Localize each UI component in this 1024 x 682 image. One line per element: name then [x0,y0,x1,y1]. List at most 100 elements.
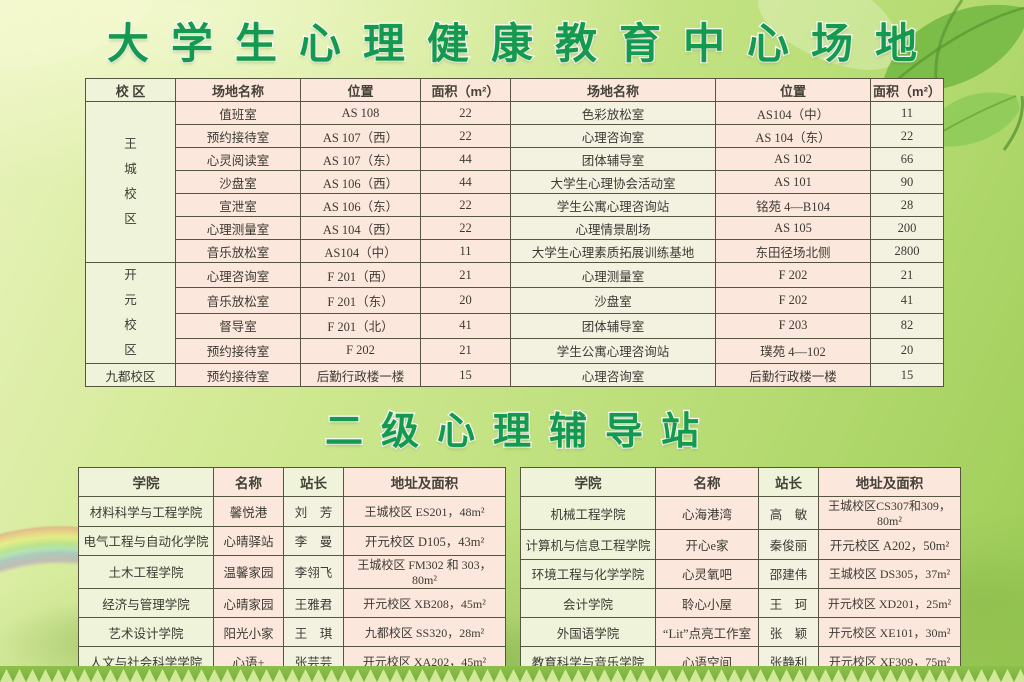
data-cell: 心灵氧吧 [655,558,759,589]
data-cell: 44 [420,147,511,171]
data-cell: 2800 [870,239,944,263]
data-cell: 张 颖 [758,617,819,648]
column-header: 站长 [283,466,344,498]
data-cell: 22 [420,193,511,217]
data-cell: AS 104（西） [300,216,421,240]
data-cell: 王城校区 ES201，48m² [343,496,506,527]
column-header: 地址及面积 [343,466,506,498]
data-cell: 22 [420,101,511,125]
data-cell: 22 [420,216,511,240]
data-cell: 环境工程与化学学院 [520,558,656,589]
data-cell: 王 琪 [283,617,344,648]
venues-table: 校 区场地名称 位置 面积（m²） 场地名称 位置 面积（m²）王 城 校 区值班室 AS … [85,78,944,387]
data-cell: AS 101 [715,170,871,194]
data-cell: 大学生心理素质拓展训练基地 [510,239,716,263]
data-cell: 机械工程学院 [520,496,656,531]
page-title-main: 大学生心理健康教育中心场地 [106,19,939,69]
data-cell: 预约接待室 [175,337,301,365]
column-header: 校 区 [85,78,176,102]
column-header: 位置 [715,78,871,102]
campus-cell: 王 城 校 区 [85,101,176,263]
data-cell: F 202 [715,287,871,314]
data-cell: 色彩放松室 [510,101,716,125]
data-cell: 22 [420,124,511,148]
data-cell: 王 珂 [758,587,819,619]
data-cell: 82 [870,312,944,339]
data-cell: 心理咨询室 [510,363,716,387]
data-cell: 王雅君 [283,587,344,619]
data-cell: 41 [870,287,944,314]
data-cell: 沙盘室 [510,287,716,314]
leaves-icon [882,0,1024,151]
data-cell: F 201（东） [300,287,421,314]
data-cell: 团体辅导室 [510,312,716,339]
data-cell: 铭苑 4—B104 [715,193,871,217]
data-cell: 预约接待室 [175,363,301,387]
column-header: 学院 [78,466,214,498]
data-cell: 后勤行政楼一楼 [300,363,421,387]
data-cell: 11 [420,239,511,263]
data-cell: F 203 [715,312,871,339]
data-cell: 心理咨询室 [510,124,716,148]
data-cell: 李 曼 [283,525,344,556]
data-cell: 20 [420,287,511,314]
data-cell: 东田径场北侧 [715,239,871,263]
campus-cell: 九都校区 [85,363,176,387]
data-cell: 高 敏 [758,496,819,531]
column-header: 名称 [655,466,759,498]
data-cell: 开元校区 A202，50m² [818,529,961,560]
data-cell: AS 106（西） [300,170,421,194]
data-cell: 璞苑 4—102 [715,337,871,365]
data-cell: 秦俊丽 [758,529,819,560]
data-cell: 20 [870,337,944,365]
column-header: 名称 [213,466,284,498]
data-cell: 15 [420,363,511,387]
column-header: 面积（m²） [420,78,511,102]
data-cell: 王城校区 FM302 和 303，80m² [343,554,506,589]
column-header: 场地名称 [175,78,301,102]
data-cell: 宣泄室 [175,193,301,217]
data-cell: AS 105 [715,216,871,240]
data-cell: 41 [420,312,511,339]
data-cell: 电气工程与自动化学院 [78,525,214,556]
data-cell: F 202 [300,337,421,365]
data-cell: 心理咨询室 [175,261,301,289]
data-cell: 土木工程学院 [78,554,214,589]
data-cell: AS 106（东） [300,193,421,217]
data-cell: 15 [870,363,944,387]
data-cell: 44 [420,170,511,194]
data-cell: AS 107（西） [300,124,421,148]
data-cell: 22 [870,124,944,148]
data-cell: 刘 芳 [283,496,344,527]
data-cell: 音乐放松室 [175,239,301,263]
data-cell: AS 102 [715,147,871,171]
data-cell: 经济与管理学院 [78,587,214,619]
data-cell: 王城校区 DS305，37m² [818,558,961,589]
data-cell: 团体辅导室 [510,147,716,171]
data-cell: 李翎飞 [283,554,344,589]
data-cell: 200 [870,216,944,240]
data-cell: 开元校区 XD201，25m² [818,587,961,619]
data-cell: 阳光小家 [213,617,284,648]
data-cell: 学生公寓心理咨询站 [510,337,716,365]
stations-table-left: 学院 名称 站长 地址及面积 材料科学与工程学院 馨悦港刘 芳王城校区 ES201，48m… [78,466,506,677]
data-cell: F 201（北） [300,312,421,339]
data-cell: 心晴家园 [213,587,284,619]
data-cell: 心灵阅读室 [175,147,301,171]
data-cell: 心理测量室 [175,216,301,240]
data-cell: 心晴驿站 [213,525,284,556]
data-cell: 开心e家 [655,529,759,560]
data-cell: 督导室 [175,312,301,339]
data-cell: 开元校区 D105，43m² [343,525,506,556]
data-cell: 计算机与信息工程学院 [520,529,656,560]
data-cell: 九都校区 SS320，28m² [343,617,506,648]
data-cell: 邵建伟 [758,558,819,589]
data-cell: 21 [420,337,511,365]
stations-table-right: 学院 名称 站长 地址及面积 机械工程学院 心海港湾高 敏王城校区CS307和309，80… [520,466,961,677]
data-cell: 温馨家园 [213,554,284,589]
data-cell: AS104（中） [300,239,421,263]
data-cell: AS 108 [300,101,421,125]
data-cell: 会计学院 [520,587,656,619]
campus-cell: 开 元 校 区 [85,262,176,364]
column-header: 场地名称 [510,78,716,102]
